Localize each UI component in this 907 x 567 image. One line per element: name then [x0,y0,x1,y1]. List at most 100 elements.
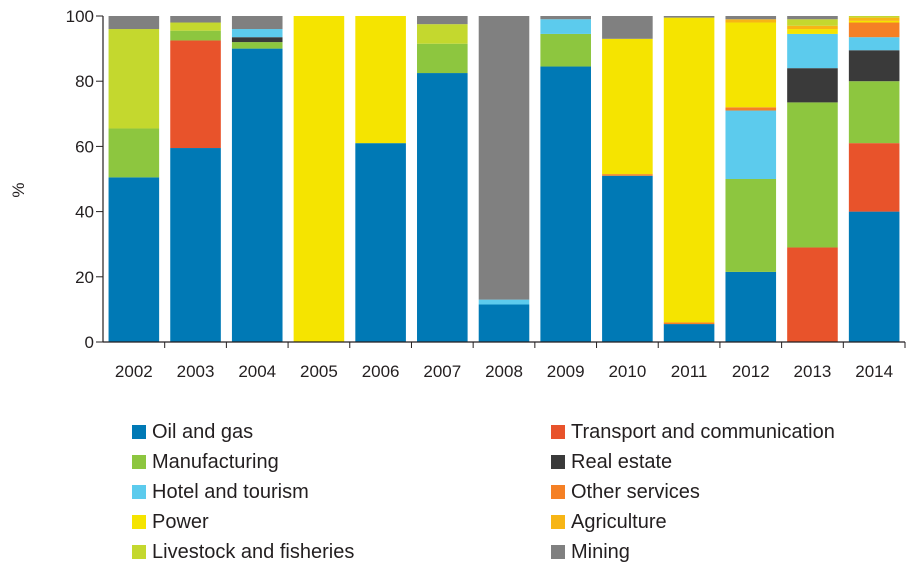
x-tick-label: 2014 [855,362,893,381]
legend-item: Manufacturing [132,447,279,477]
bar-segment-2008-mining [478,16,530,300]
bar-segment-2012-other-services [725,107,777,111]
y-tick-label: 0 [85,333,94,352]
y-axis-ticks: 0 20 40 60 80 100 [66,7,103,352]
bar-segment-2009-hotel-and-tourism [540,19,591,34]
legend-item: Real estate [551,447,672,477]
bar-segment-2014-oil-and-gas [848,211,900,342]
bar-segment-2004-mining [231,16,283,30]
bar-segment-2014-livestock-and-fisheries [848,16,900,18]
bar-segment-2013-transport-and-communication [787,247,838,342]
bar-segment-2014-other-services [848,22,900,38]
bar-segment-2014-power [848,20,900,23]
bar-segment-2003-oil-and-gas [170,148,221,342]
bar-segment-2009-mining [540,16,591,20]
bar-segment-2013-agriculture [787,25,838,30]
x-tick-label: 2007 [423,362,461,381]
bar-segment-2013-mining [787,16,838,20]
legend-item: Other services [551,477,700,507]
x-tick-label: 2006 [362,362,400,381]
bar-segment-2014-hotel-and-tourism [848,37,900,51]
bar-segment-2012-hotel-and-tourism [725,110,777,179]
y-tick-label: 100 [66,7,94,26]
bar-segment-2010-mining [602,16,653,39]
bar-segment-2007-manufacturing [417,43,468,74]
legend-swatch [132,485,146,499]
bar-segment-2013-hotel-and-tourism [787,33,838,69]
y-axis-label: % [9,182,28,197]
bar-segment-2002-manufacturing [108,128,160,178]
legend-item: Hotel and tourism [132,477,309,507]
legend-swatch [551,485,565,499]
bar-segment-2014-manufacturing [848,81,900,144]
bar-segment-2002-livestock-and-fisheries [108,29,160,129]
bar-segment-2008-hotel-and-tourism [478,299,530,305]
x-tick-label: 2003 [177,362,215,381]
bar-segment-2003-transport-and-communication [170,40,221,149]
legend-item: Oil and gas [132,417,253,447]
x-tick-label: 2009 [547,362,585,381]
bar-segment-2014-agriculture [848,17,900,21]
bar-segment-2008-oil-and-gas [478,304,530,342]
legend-swatch [132,425,146,439]
bar-segment-2004-oil-and-gas [231,48,283,342]
x-tick-label: 2010 [608,362,646,381]
x-tick-label: 2012 [732,362,770,381]
bar-segment-2010-other-services [602,174,653,176]
legend-label: Livestock and fisheries [152,540,355,563]
bar-segment-2002-oil-and-gas [108,177,160,342]
x-tick-label: 2005 [300,362,338,381]
bar-segment-2013-manufacturing [787,102,838,248]
legend-label: Hotel and tourism [152,480,309,503]
legend-swatch [551,545,565,559]
legend-item: Transport and communication [551,417,835,447]
legend-label: Oil and gas [152,420,254,443]
bar-segment-2010-power [602,38,653,175]
bar-segment-2012-manufacturing [725,179,777,272]
legend-label: Power [152,510,209,533]
bar-segment-2011-oil-and-gas [663,324,715,342]
bar-segment-2014-transport-and-communication [848,143,900,212]
bar-segment-2012-agriculture [725,19,777,23]
legend-swatch [132,545,146,559]
bar-segment-2004-hotel-and-tourism [231,29,283,38]
y-tick-label: 40 [75,203,94,222]
bars-group [108,16,900,343]
y-tick-label: 60 [75,137,94,156]
bar-segment-2012-oil-and-gas [725,271,777,342]
bar-segment-2007-mining [417,16,468,25]
bar-segment-2007-livestock-and-fisheries [417,24,468,44]
legend-label: Mining [571,540,630,563]
bar-segment-2014-real-estate [848,50,900,82]
legend-item: Mining [551,537,630,567]
legend-label: Agriculture [571,510,667,533]
bar-segment-2009-manufacturing [540,33,591,67]
legend-swatch [132,455,146,469]
bar-segment-2009-oil-and-gas [540,66,591,342]
bar-segment-2007-oil-and-gas [417,73,468,343]
legend-swatch [551,425,565,439]
legend-label: Real estate [571,450,673,473]
bar-segment-2004-real-estate [231,37,283,43]
bar-segment-2003-livestock-and-fisheries [170,22,221,31]
legend-item: Agriculture [551,507,667,537]
legend-swatch [551,455,565,469]
bar-segment-2005-power [293,16,345,342]
bar-segment-2012-mining [725,16,777,20]
x-tick-label: 2008 [485,362,523,381]
legend-label: Other services [571,480,700,503]
bar-segment-2013-power [787,29,838,34]
bar-segment-2013-livestock-and-fisheries [787,19,838,26]
bar-segment-2010-oil-and-gas [602,175,653,342]
legend-label: Transport and communication [571,420,835,443]
legend-item: Livestock and fisheries [132,537,354,567]
bar-segment-2012-power [725,22,777,108]
x-tick-label: 2002 [115,362,153,381]
bar-segment-2004-manufacturing [231,42,283,49]
x-tick-label: 2004 [238,362,276,381]
bar-segment-2002-mining [108,16,160,30]
y-tick-label: 80 [75,72,94,91]
bar-segment-2006-power [355,16,406,144]
x-axis-ticks: 2002 2003 2004 2005 2006 2007 2008 2009 2010 2011… [115,342,906,381]
